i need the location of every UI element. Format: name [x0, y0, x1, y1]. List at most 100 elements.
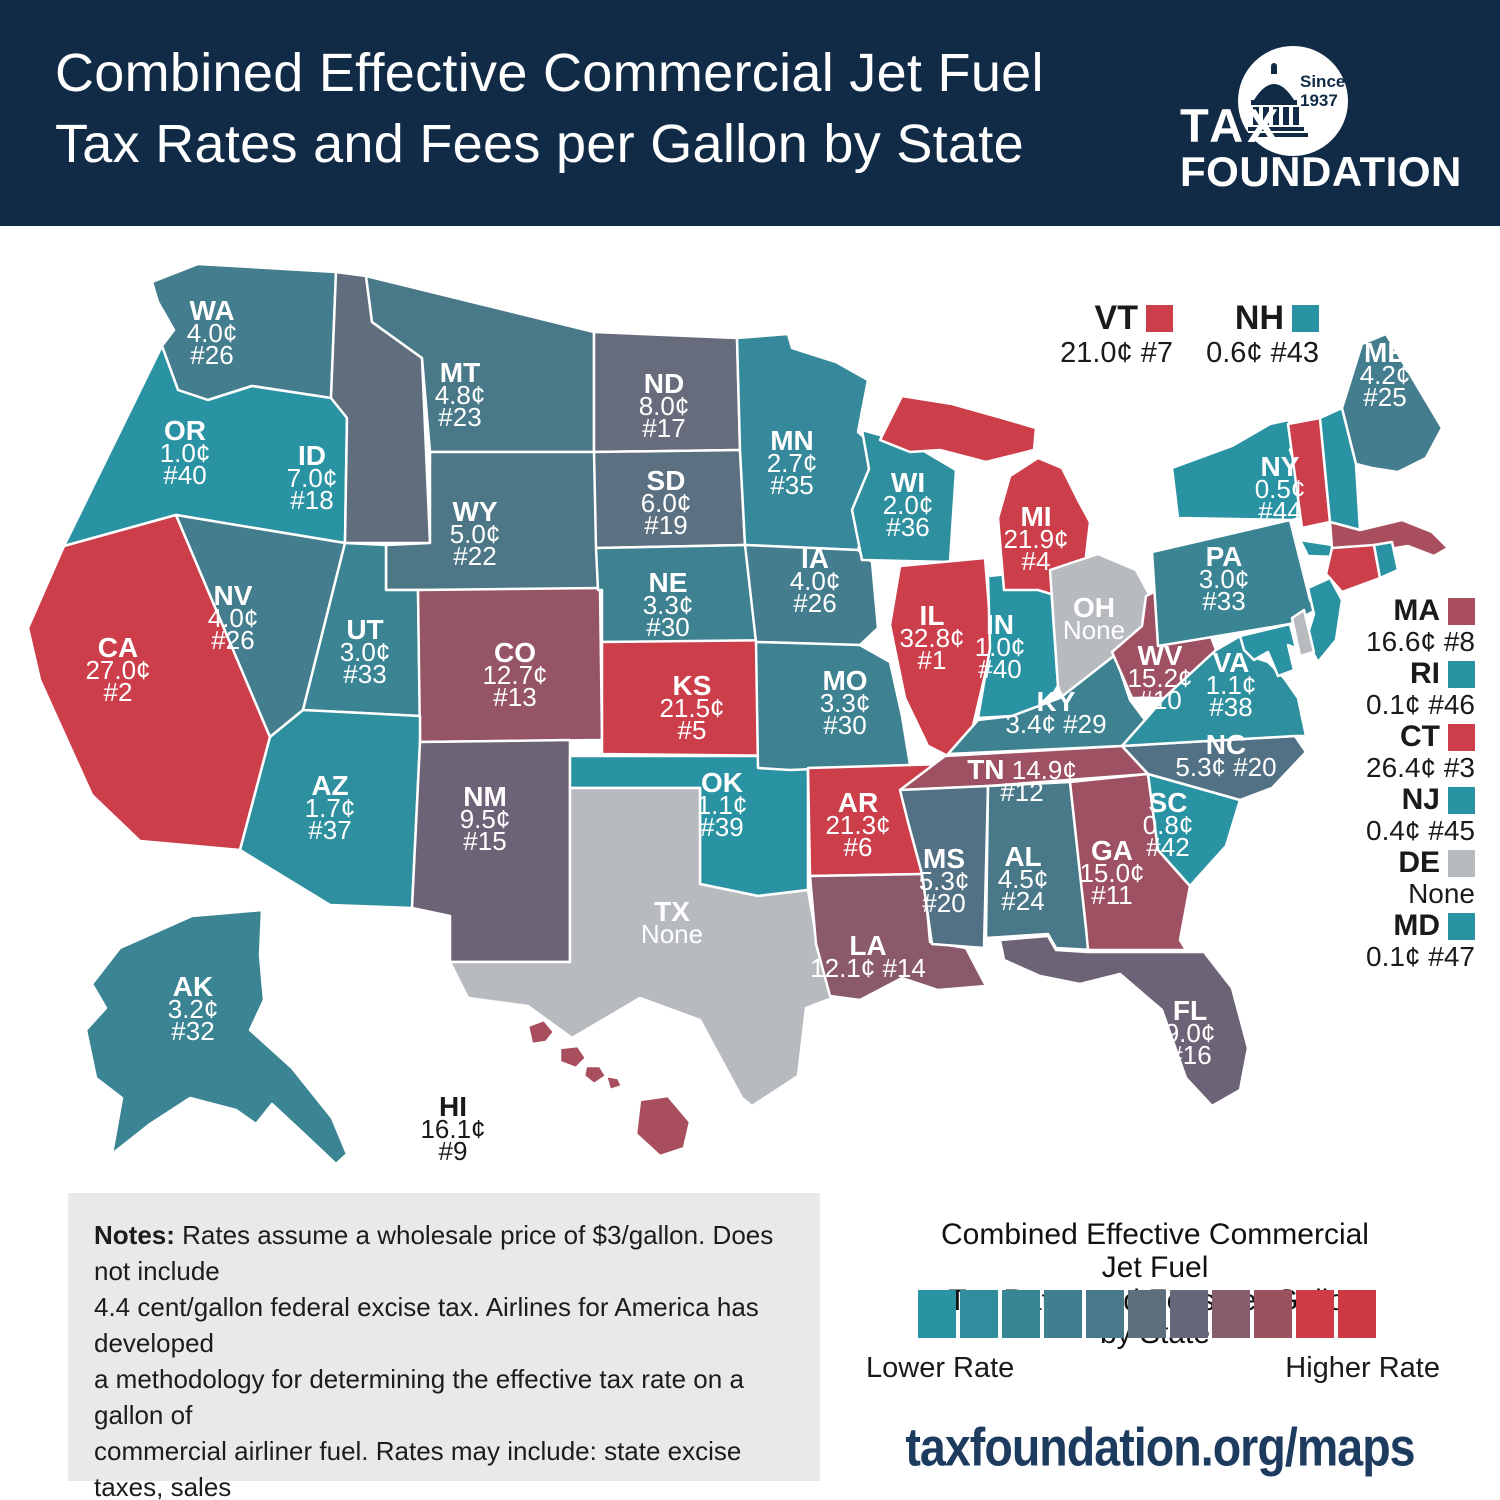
state-label-WV: WV 15.2¢ #10: [1127, 640, 1192, 715]
callout-DE-value: None: [1408, 878, 1475, 909]
state-label-ND: ND 8.0¢ #17: [639, 368, 690, 443]
state-label-NC: NC 5.3¢ #20: [1175, 729, 1276, 782]
state-label-WI: WI 2.0¢ #36: [883, 467, 934, 542]
state-label-FL: FL 9.0¢ #16: [1165, 995, 1216, 1070]
callout-NJ-value: 0.4¢ #45: [1366, 815, 1475, 846]
legend-swatch-3: [1002, 1290, 1040, 1338]
state-label-ME: ME 4.2¢ #25: [1360, 337, 1411, 412]
state-label-WA: WA 4.0¢ #26: [187, 295, 238, 370]
color-swatch-DE: [1448, 849, 1475, 877]
state-MD: [1238, 622, 1298, 678]
state-label-VA: VA 1.1¢ #38: [1206, 647, 1257, 722]
callout-state-code: DE: [1398, 846, 1440, 879]
state-HI: [526, 1018, 692, 1158]
legend-swatch-2: [960, 1290, 998, 1338]
state-label-MS: MS 5.3¢ #20: [919, 843, 970, 918]
notes-label: Notes:: [94, 1220, 175, 1250]
callout-NJ: NJ 0.4¢ #45: [1330, 783, 1475, 845]
callout-state-code: RI: [1410, 657, 1440, 690]
state-label-WY: WY 5.0¢ #22: [450, 496, 501, 571]
callout-VT-value: 21.0¢ #7: [1060, 337, 1173, 369]
callout-NH: NH 0.6¢ #43: [1166, 300, 1319, 368]
state-label-PA: PA 3.0¢ #33: [1199, 541, 1250, 616]
state-label-IA: IA 4.0¢ #26: [790, 543, 841, 618]
state-label-NE: NE 3.3¢ #30: [643, 567, 694, 642]
legend-swatch-1: [918, 1290, 956, 1338]
callout-DE-line1: DE: [1330, 846, 1475, 880]
logo-since-year: 1937: [1300, 91, 1338, 110]
callout-state-code: NJ: [1401, 783, 1440, 816]
legend-swatch-8: [1212, 1290, 1250, 1338]
state-label-SD: SD 6.0¢ #19: [641, 465, 692, 540]
state-label-MO: MO 3.3¢ #30: [820, 665, 871, 740]
color-swatch-MA: [1448, 597, 1475, 625]
state-label-SC: SC 0.8¢ #42: [1143, 787, 1194, 862]
state-ME: [1340, 332, 1444, 474]
state-FL: [998, 934, 1250, 1108]
notes-line: 4.4 cent/gallon federal excise tax. Airl…: [94, 1292, 759, 1358]
legend-swatch-10: [1296, 1290, 1334, 1338]
callout-NH-value: 0.6¢ #43: [1206, 337, 1319, 369]
callout-VT: VT 21.0¢ #7: [1020, 300, 1173, 368]
logo-tax-text: TAX: [1180, 99, 1283, 152]
state-label-HI: HI 16.1¢ #9: [420, 1091, 485, 1166]
state-label-NY: NY 0.5¢ #44: [1255, 451, 1306, 526]
callout-CT-line1: CT: [1330, 720, 1475, 754]
header-bar: Combined Effective Commercial Jet Fuel T…: [0, 0, 1500, 226]
color-swatch-CT: [1448, 723, 1475, 751]
page-title-line2: Tax Rates and Fees per Gallon by State: [55, 114, 1024, 174]
state-TN: [898, 744, 1150, 792]
callout-state-code: MA: [1393, 594, 1440, 627]
color-swatch-NH: [1292, 304, 1319, 332]
state-AK: [84, 908, 349, 1166]
legend-gradient: [918, 1290, 1376, 1338]
callout-DE: DE None: [1330, 846, 1475, 908]
state-WA: [150, 262, 338, 402]
state-label-IN: IN 1.0¢ #40: [975, 609, 1026, 684]
state-label-OK: OK 1.1¢ #39: [697, 767, 748, 842]
state-label-CO: CO 12.7¢ #13: [482, 637, 547, 712]
page-title-line1: Combined Effective Commercial Jet Fuel: [55, 43, 1044, 103]
color-swatch-RI: [1448, 660, 1475, 688]
state-label-NM: NM 9.5¢ #15: [460, 781, 511, 856]
legend-higher-label: Higher Rate: [1285, 1352, 1440, 1384]
legend-axis-labels: Lower Rate Higher Rate: [866, 1352, 1440, 1385]
state-label-ID: ID 7.0¢ #18: [287, 440, 338, 515]
callout-VT-line1: VT: [1020, 300, 1173, 336]
logo-foundation-text: FOUNDATION: [1180, 148, 1462, 195]
callout-RI-value: 0.1¢ #46: [1366, 689, 1475, 720]
logo-since-word: Since: [1300, 72, 1346, 91]
notes-text: Notes: Rates assume a wholesale price of…: [94, 1217, 796, 1500]
state-CT: [1324, 543, 1382, 594]
state-label-IL: IL 32.8¢ #1: [899, 600, 964, 675]
legend-swatch-6: [1128, 1290, 1166, 1338]
callout-NJ-line1: NJ: [1330, 783, 1475, 817]
state-label-LA: LA 12.1¢ #14: [810, 930, 926, 983]
notes-line: commercial airliner fuel. Rates may incl…: [94, 1436, 742, 1500]
footer-url: taxfoundation.org/maps: [905, 1418, 1415, 1478]
callout-MD-line1: MD: [1330, 909, 1475, 943]
state-label-UT: UT 3.0¢ #33: [340, 614, 391, 689]
callout-MA-line1: MA: [1330, 594, 1475, 628]
state-DE: [1290, 608, 1316, 658]
state-RI: [1372, 540, 1400, 580]
state-label-MN: MN 2.7¢ #35: [767, 425, 818, 500]
callout-MD-value: 0.1¢ #47: [1366, 941, 1475, 972]
callout-state-code: CT: [1400, 720, 1440, 753]
state-label-MT: MT 4.8¢ #23: [435, 357, 486, 432]
legend-swatch-5: [1086, 1290, 1124, 1338]
callout-MA: MA 16.6¢ #8: [1330, 594, 1475, 656]
state-label-OR: OR 1.0¢ #40: [160, 415, 211, 490]
state-NH: [1318, 406, 1362, 532]
logo-since: Since 1937: [1300, 72, 1345, 110]
state-label-AK: AK 3.2¢ #32: [168, 971, 219, 1046]
state-VA: [1120, 634, 1308, 748]
state-TX: [448, 786, 834, 1108]
callout-state-code: MD: [1393, 909, 1440, 942]
state-label-KS: KS 21.5¢ #5: [659, 670, 724, 745]
callout-list-east: MA 16.6¢ #8 RI 0.1¢ #46 CT 26.4¢ #3 NJ 0.4¢ #45…: [1330, 594, 1475, 972]
state-label-KY: KY 3.4¢ #29: [1005, 686, 1106, 739]
tax-foundation-logo: Since 1937 TAX FOUNDATION: [1180, 40, 1480, 210]
state-MO: [754, 640, 912, 772]
